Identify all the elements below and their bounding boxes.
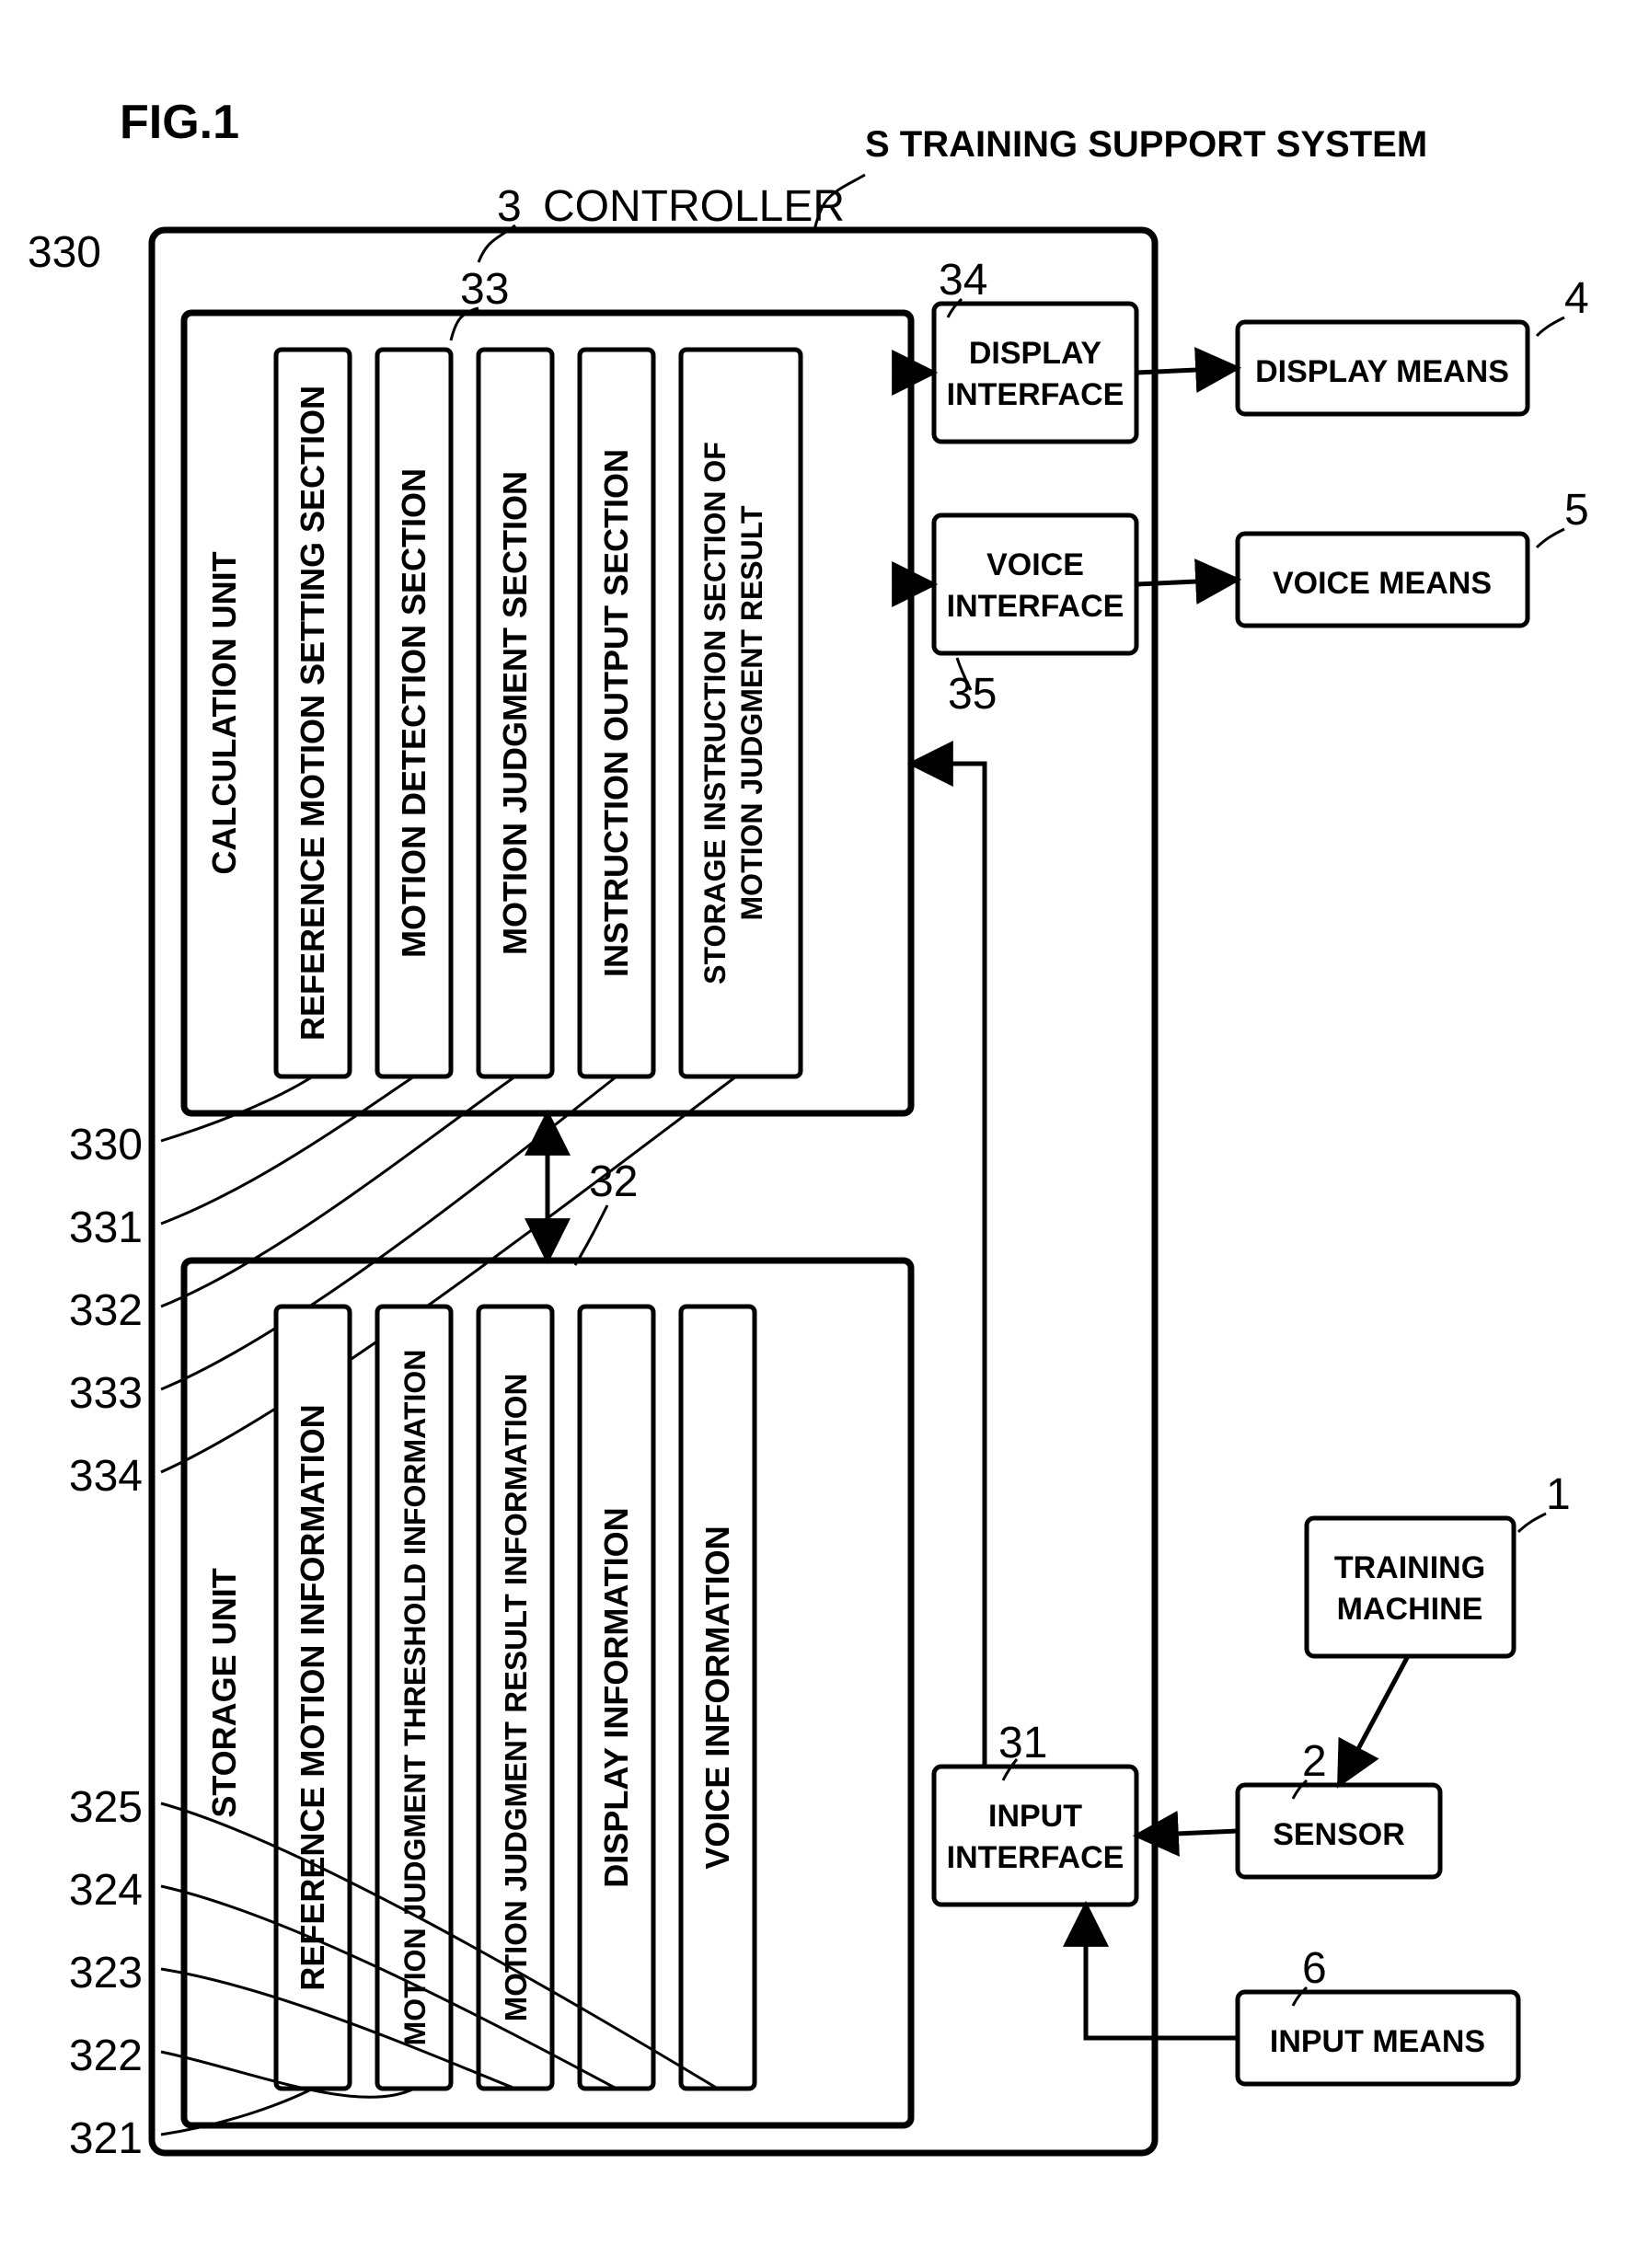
item-321-label: REFERENCE MOTION INFORMATION xyxy=(294,1404,331,1990)
arr-im-iif xyxy=(1086,1905,1238,2038)
item-322-label: MOTION JUDGMENT THRESHOLD INFORMATION xyxy=(398,1350,432,2046)
display-means-num: 4 xyxy=(1564,274,1589,323)
num-330: 330 xyxy=(28,228,101,277)
voice-means-num: 5 xyxy=(1564,486,1589,535)
sensor-label: SENSOR xyxy=(1273,1817,1405,1852)
display-if-l2: INTERFACE xyxy=(947,377,1124,412)
input-if-l2: INTERFACE xyxy=(947,1840,1124,1875)
dm-lead xyxy=(1537,317,1564,336)
train-l1: TRAINING xyxy=(1334,1550,1485,1585)
input-if-num: 31 xyxy=(998,1719,1047,1767)
diagram-canvas: FIG.1 S TRAINING SUPPORT SYSTEM 3 CONTRO… xyxy=(0,0,1626,2268)
system-label: S TRAINING SUPPORT SYSTEM xyxy=(865,124,1427,165)
storage-num: 32 xyxy=(589,1157,638,1206)
train-num: 1 xyxy=(1546,1470,1571,1519)
vm-lead xyxy=(1537,529,1564,547)
input-interface-box xyxy=(934,1767,1136,1905)
display-if-num: 34 xyxy=(939,256,987,305)
id-325: 325 xyxy=(69,1783,143,1832)
section-334-label-l1: STORAGE INSTRUCTION SECTION OF xyxy=(698,442,732,984)
id-331: 331 xyxy=(69,1203,143,1252)
voice-if-l2: INTERFACE xyxy=(947,589,1124,624)
section-330-label: REFERENCE MOTION SETTING SECTION xyxy=(294,386,331,1041)
id-323: 323 xyxy=(69,1949,143,1997)
controller-num: 3 xyxy=(497,182,522,231)
voice-means-label: VOICE MEANS xyxy=(1273,566,1492,601)
storage-leader xyxy=(575,1205,607,1265)
section-333-label: INSTRUCTION OUTPUT SECTION xyxy=(597,449,635,977)
input-if-l1: INPUT xyxy=(988,1799,1082,1834)
item-324-label: DISPLAY INFORMATION xyxy=(597,1507,635,1887)
section-331-label: MOTION DETECTION SECTION xyxy=(395,468,432,958)
training-machine-box xyxy=(1307,1518,1514,1656)
tm-lead xyxy=(1518,1514,1546,1532)
id-330: 330 xyxy=(69,1121,143,1169)
id-324: 324 xyxy=(69,1866,143,1915)
item-325-label: VOICE INFORMATION xyxy=(698,1525,736,1869)
voice-if-num: 35 xyxy=(948,670,997,719)
storage-unit-title: STORAGE UNIT xyxy=(205,1568,243,1817)
id-322: 322 xyxy=(69,2032,143,2080)
id-332: 332 xyxy=(69,1286,143,1335)
sensor-num: 2 xyxy=(1302,1737,1327,1786)
input-means-num: 6 xyxy=(1302,1944,1327,1993)
item-323-label: MOTION JUDGMENT RESULT INFORMATION xyxy=(499,1374,533,2022)
display-interface-box xyxy=(934,304,1136,442)
id-333: 333 xyxy=(69,1369,143,1418)
leader-331 xyxy=(161,1076,414,1224)
display-means-label: DISPLAY MEANS xyxy=(1255,354,1509,389)
voice-interface-box xyxy=(934,515,1136,653)
calc-unit-title: CALCULATION UNIT xyxy=(205,551,243,874)
train-l2: MACHINE xyxy=(1337,1592,1483,1627)
arr-iif-calc xyxy=(911,764,985,1767)
id-334: 334 xyxy=(69,1452,143,1501)
figure-title: FIG.1 xyxy=(120,96,239,149)
id-321: 321 xyxy=(69,2114,143,2163)
section-334-label-l2: MOTION JUDGMENT RESULT xyxy=(735,505,768,920)
voice-if-l1: VOICE xyxy=(986,547,1084,582)
calc-num: 33 xyxy=(460,265,509,314)
section-332-label: MOTION JUDGMENT SECTION xyxy=(496,471,534,955)
arr-tm-sensor xyxy=(1339,1656,1408,1785)
input-means-label: INPUT MEANS xyxy=(1270,2024,1485,2059)
controller-label: CONTROLLER xyxy=(543,182,845,231)
display-if-l1: DISPLAY xyxy=(969,336,1102,371)
